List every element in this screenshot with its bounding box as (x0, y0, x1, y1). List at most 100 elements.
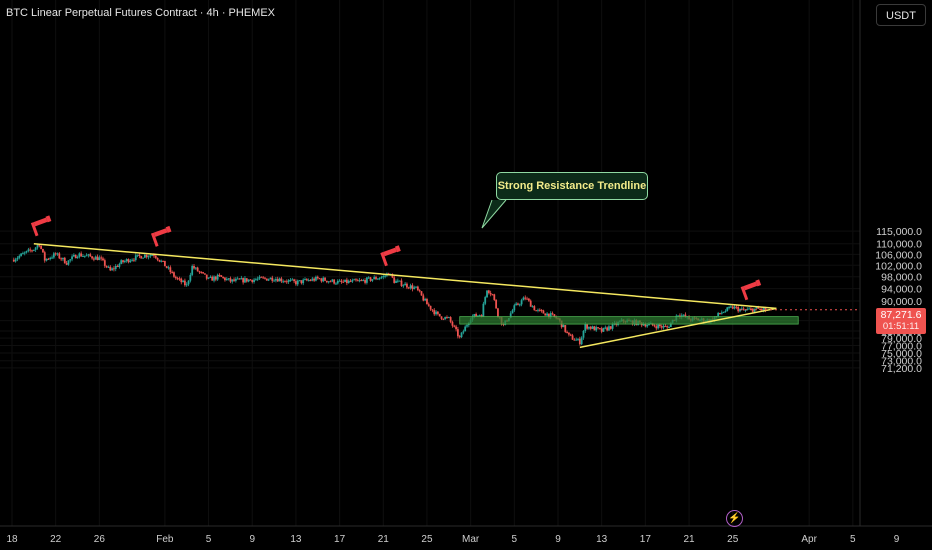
candle-body (659, 324, 661, 327)
candle-body (63, 257, 66, 264)
candle-body (325, 280, 328, 283)
candle-body (185, 284, 188, 286)
y-tick-label: 102,000.0 (875, 260, 922, 272)
candle-body (280, 278, 283, 282)
candle-body (497, 308, 499, 317)
flag-tip (394, 245, 401, 253)
lines-layer (33, 199, 860, 349)
candle-body (154, 255, 157, 258)
candle-body (733, 306, 736, 309)
candle-body (336, 280, 339, 284)
candle-body (376, 278, 379, 280)
candle-body (162, 260, 164, 262)
candle-body (298, 280, 301, 282)
candle-body (642, 324, 645, 326)
candle-body (225, 278, 228, 281)
candle-body (247, 279, 250, 282)
candle-body (477, 315, 479, 317)
x-tick-label: 17 (334, 534, 346, 545)
candle-body (134, 255, 137, 261)
flag-pole (30, 222, 39, 237)
zone-layer (459, 316, 799, 325)
x-tick-label: 5 (850, 534, 856, 545)
candle-body (207, 277, 210, 279)
candle-body (458, 336, 461, 338)
candle-body (91, 256, 93, 259)
candle-body (609, 326, 612, 329)
candle-body (460, 332, 463, 338)
flag-tip (755, 279, 762, 287)
candle-body (427, 304, 430, 306)
candle-body (89, 254, 92, 257)
candle-body (98, 257, 101, 261)
candle-body (415, 286, 417, 288)
candle-body (27, 249, 30, 251)
candle-body (724, 310, 727, 313)
y-tick-label: 71,200.0 (881, 363, 922, 375)
candle-body (533, 306, 536, 311)
candle-body (205, 274, 208, 279)
candle-body (582, 330, 585, 338)
candle-body (475, 314, 477, 317)
candle-body (309, 280, 312, 282)
candle-body (529, 300, 532, 307)
time-axis: 18 22 26 Feb 5 9 13 17 21 25 Mar 5 9 13 17 21 25 Apr 5 9 (6, 534, 899, 545)
candle-body (174, 276, 177, 279)
candle-body (329, 281, 332, 283)
candle-body (264, 277, 266, 279)
candle-body (198, 271, 201, 273)
candle-body (373, 277, 376, 280)
candle-body (480, 315, 483, 317)
candle-body (420, 291, 423, 296)
candle-body (351, 280, 354, 282)
candle-body (275, 279, 277, 281)
candle-body (740, 308, 743, 310)
candle-body (122, 260, 124, 263)
candle-body (114, 266, 117, 270)
candle-body (278, 278, 281, 282)
candle-body (355, 279, 357, 281)
candle-body (526, 298, 528, 300)
candle-body (371, 279, 374, 281)
candle-body (18, 255, 21, 258)
lightning-icon[interactable]: ⚡ (726, 510, 743, 527)
candle-body (220, 275, 223, 277)
candle-body (193, 265, 195, 269)
candle-body (211, 276, 214, 281)
candle-body (455, 326, 457, 330)
candle-body (133, 259, 135, 261)
support-trendline (579, 307, 777, 349)
candle-body (196, 267, 199, 272)
y-tick-label: 110,000.0 (876, 239, 922, 251)
candle-body (204, 273, 206, 275)
candle-body (234, 278, 237, 281)
x-tick-label: 9 (894, 534, 900, 545)
candle-body (750, 308, 752, 310)
candle-body (333, 279, 336, 284)
price-axis-panel (860, 0, 932, 526)
grid-layer (0, 0, 860, 526)
currency-button[interactable]: USDT (876, 4, 926, 26)
candle-body (100, 257, 103, 259)
candle-body (140, 256, 143, 259)
candle-body (94, 256, 97, 260)
candle-body (173, 272, 175, 277)
candle-body (473, 314, 476, 317)
candle-body (102, 258, 104, 261)
candle-body (429, 305, 432, 310)
x-tick-label: 13 (290, 534, 302, 545)
candle-body (123, 261, 126, 263)
candle-body (517, 303, 519, 305)
candle-body (111, 268, 113, 271)
candle-body (216, 274, 219, 280)
candle-body (165, 266, 168, 268)
candle-body (267, 279, 270, 281)
candle-body (520, 300, 523, 305)
candle-body (182, 280, 184, 283)
candle-body (287, 280, 290, 282)
candle-body (85, 255, 88, 257)
candle-body (23, 252, 26, 254)
candle-body (138, 254, 141, 257)
candle-body (358, 280, 361, 282)
